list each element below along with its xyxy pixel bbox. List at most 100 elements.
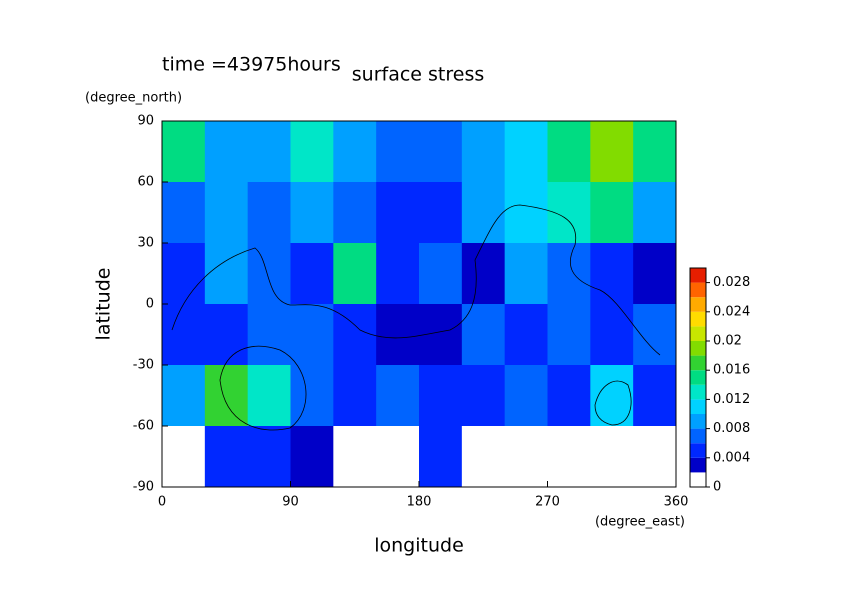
chart-title: surface stress bbox=[352, 64, 485, 86]
cell bbox=[461, 243, 506, 305]
colorbar-band bbox=[690, 341, 706, 356]
y-tick-label: 0 bbox=[146, 297, 154, 312]
coastline bbox=[171, 204, 661, 431]
cell bbox=[419, 243, 463, 305]
cell bbox=[333, 365, 377, 427]
colorbar-band bbox=[690, 428, 706, 444]
cell bbox=[461, 304, 506, 366]
cell bbox=[290, 365, 334, 427]
cell bbox=[461, 182, 506, 244]
cell bbox=[590, 426, 634, 488]
colorbar-tick-label: 0.012 bbox=[713, 392, 750, 407]
x-tick-label: 270 bbox=[535, 495, 560, 510]
cell bbox=[290, 426, 334, 488]
colorbar-band bbox=[690, 414, 706, 429]
cell bbox=[547, 304, 591, 366]
colorbar-band bbox=[690, 457, 706, 473]
colorbar-tick-label: 0.004 bbox=[713, 450, 750, 465]
cell bbox=[162, 121, 206, 183]
cell bbox=[247, 304, 291, 366]
colorbar-tick-label: 0.024 bbox=[713, 304, 750, 319]
cell bbox=[162, 243, 206, 305]
cell bbox=[333, 304, 377, 366]
colorbar-tick-label: 0 bbox=[713, 480, 721, 495]
cell bbox=[247, 426, 291, 488]
colorbar-band bbox=[690, 268, 706, 283]
cell bbox=[290, 182, 334, 244]
colorbar-band bbox=[690, 472, 706, 487]
cell bbox=[376, 182, 420, 244]
y-tick-label: 60 bbox=[137, 175, 154, 190]
cell bbox=[376, 365, 420, 427]
cell bbox=[504, 243, 548, 305]
cell bbox=[504, 121, 548, 183]
cell bbox=[419, 426, 463, 488]
colorbar-band bbox=[690, 384, 706, 400]
colorbar-tick-label: 0.016 bbox=[713, 363, 750, 378]
x-tick-label: 0 bbox=[158, 495, 166, 510]
cell bbox=[290, 243, 334, 305]
cell bbox=[504, 426, 548, 488]
colorbar-band bbox=[690, 326, 706, 341]
cell bbox=[333, 121, 377, 183]
cell bbox=[461, 365, 506, 427]
cell bbox=[162, 365, 206, 427]
colorbar-tick-label: 0.028 bbox=[713, 275, 750, 290]
subtitle: time =43975hours bbox=[162, 54, 341, 76]
cell bbox=[290, 121, 334, 183]
cell bbox=[547, 426, 591, 488]
colorbar-band bbox=[690, 399, 706, 414]
y-label: latitude bbox=[93, 268, 115, 341]
cell bbox=[461, 426, 506, 488]
y-tick-label: 30 bbox=[137, 236, 154, 251]
cell bbox=[419, 182, 463, 244]
cell bbox=[333, 182, 377, 244]
cell bbox=[633, 243, 677, 305]
cell bbox=[504, 304, 548, 366]
cell bbox=[547, 365, 591, 427]
cell bbox=[204, 243, 249, 305]
cell bbox=[590, 243, 634, 305]
colorbar-frame bbox=[689, 267, 707, 488]
cell bbox=[376, 243, 420, 305]
y-tick-label: -30 bbox=[133, 358, 154, 373]
cell bbox=[247, 365, 291, 427]
cell bbox=[247, 182, 291, 244]
cell bbox=[504, 365, 548, 427]
colorbar-tick-label: 0.008 bbox=[713, 421, 750, 436]
colorbar-band bbox=[690, 443, 706, 458]
cell bbox=[461, 121, 506, 183]
cell bbox=[547, 121, 591, 183]
cell bbox=[333, 243, 377, 305]
cell bbox=[162, 304, 206, 366]
cell bbox=[290, 304, 334, 366]
cell bbox=[247, 121, 291, 183]
x-tick-label: 180 bbox=[407, 495, 432, 510]
cell bbox=[376, 121, 420, 183]
cell bbox=[247, 243, 291, 305]
cell bbox=[162, 426, 206, 488]
cell bbox=[376, 304, 420, 366]
cell bbox=[204, 365, 249, 427]
cell bbox=[504, 182, 548, 244]
cell bbox=[633, 182, 677, 244]
x-label: longitude bbox=[374, 535, 464, 557]
colorbar-tick-label: 0.02 bbox=[713, 334, 742, 349]
y-tick-label: -90 bbox=[133, 480, 154, 495]
colorbar-band bbox=[690, 355, 706, 371]
colorbar-band bbox=[690, 370, 706, 385]
cell bbox=[419, 365, 463, 427]
cell bbox=[633, 304, 677, 366]
cell bbox=[590, 304, 634, 366]
cell bbox=[204, 121, 249, 183]
cell bbox=[633, 121, 677, 183]
cell bbox=[547, 243, 591, 305]
colorbar-band bbox=[690, 311, 706, 327]
cell bbox=[204, 304, 249, 366]
y-tick-label: 90 bbox=[137, 114, 154, 129]
x-tick-label: 360 bbox=[664, 495, 689, 510]
cell bbox=[590, 121, 634, 183]
cell bbox=[419, 121, 463, 183]
cell bbox=[633, 426, 677, 488]
